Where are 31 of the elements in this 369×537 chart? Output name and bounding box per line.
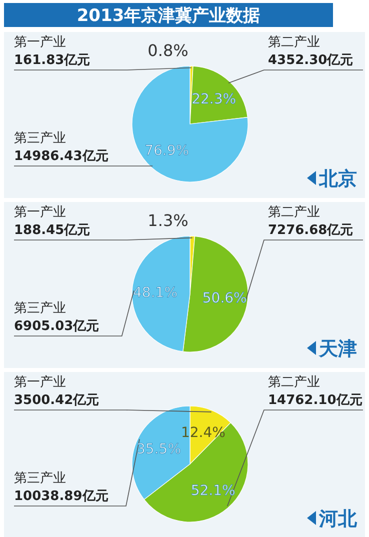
slice-label: 第一产业 <box>14 205 66 220</box>
data-label: 6905.03亿元 <box>14 319 100 334</box>
slice-label: 第三产业 <box>14 301 66 316</box>
data-label: 7276.68亿元 <box>268 223 354 238</box>
text: 76.9% <box>144 142 190 159</box>
data-label: 14986.43亿元 <box>14 149 108 164</box>
text: 2013年京津冀产业数据 <box>76 6 260 26</box>
pie-slice <box>132 66 248 182</box>
slice-label: 第二产业 <box>268 205 320 220</box>
text: 22.3% <box>192 92 236 108</box>
data-label: 10038.89亿元 <box>14 489 108 504</box>
text: 52.1% <box>190 483 236 500</box>
text: 48.1% <box>133 284 178 301</box>
slice-label: 第二产业 <box>268 35 320 50</box>
text: 河北 <box>318 508 358 530</box>
data-label: 14762.10亿元 <box>268 393 362 408</box>
data-label: 161.83亿元 <box>14 53 90 68</box>
slice-label: 第一产业 <box>14 35 66 50</box>
text: 0.8% <box>148 41 188 60</box>
text: 1.3% <box>148 211 188 230</box>
slice-label: 第一产业 <box>14 375 66 390</box>
data-label: 3500.42亿元 <box>14 393 100 408</box>
text: 35.5% <box>136 442 182 458</box>
slice-label: 第二产业 <box>268 375 320 390</box>
data-label: 188.45亿元 <box>14 223 90 238</box>
text: 天津 <box>318 338 357 360</box>
slice-label: 第三产业 <box>14 471 66 486</box>
text: 北京 <box>318 168 357 190</box>
text: 50.6% <box>202 290 247 307</box>
data-label: 4352.30亿元 <box>268 53 354 68</box>
slice-label: 第三产业 <box>14 131 66 146</box>
